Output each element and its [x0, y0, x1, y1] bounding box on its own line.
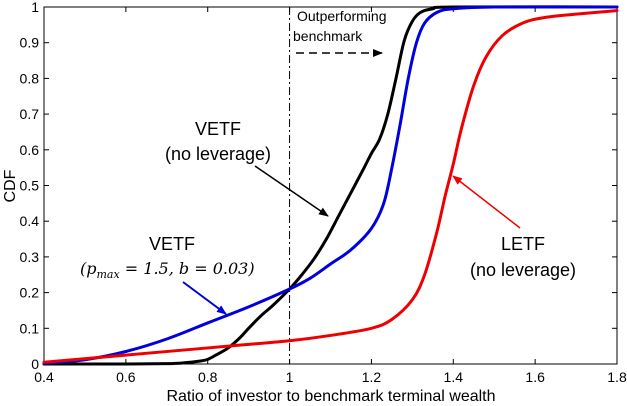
annotation-vetf-param-title: VETF — [149, 234, 195, 254]
y-tick-label: 0.2 — [20, 285, 40, 301]
y-tick-label: 0.4 — [20, 213, 40, 229]
letf-arrow — [452, 175, 521, 229]
annotation-outperforming-line1: Outperforming — [297, 8, 386, 24]
annotation-vetf-noleverage-title: VETF — [195, 119, 241, 139]
plot-frame — [43, 6, 618, 365]
y-tick-label: 0.1 — [20, 320, 40, 336]
x-axis-label: Ratio of investor to benchmark terminal … — [166, 388, 495, 405]
ticks: 0.4 0.6 0.8 1 1.2 1.4 1.6 1.8 0 0.1 0.2 0.3 0.4 0.5 0.… — [20, 0, 627, 385]
series-vetf-no-leverage-curve — [42, 5, 619, 366]
x-tick-label: 0.8 — [198, 369, 218, 385]
annotation-letf-title: LETF — [501, 234, 545, 254]
y-tick-label: 0.6 — [20, 142, 40, 158]
y-tick-label: 0.5 — [20, 178, 40, 194]
y-tick-label: 0.9 — [20, 35, 40, 51]
annotation-vetf-noleverage-sub: (no leverage) — [165, 144, 271, 164]
vetf-noleverage-arrow — [254, 165, 329, 217]
y-tick-label: 0.8 — [20, 70, 40, 86]
series-letf-curve — [42, 9, 619, 364]
y-tick-label: 1 — [31, 0, 39, 15]
vetf-param-arrow — [182, 281, 227, 315]
x-tick-label: 1.4 — [444, 369, 464, 385]
x-tick-label: 1.8 — [607, 369, 627, 385]
x-tick-label: 1.6 — [525, 369, 545, 385]
series-vetf-param-curve — [42, 5, 619, 365]
y-tick-label: 0.3 — [20, 249, 40, 265]
annotation-outperforming-line2: benchmark — [293, 28, 363, 44]
x-tick-label: 0.6 — [116, 369, 136, 385]
annotations: Outperforming benchmark VETF (no leverag… — [80, 8, 576, 281]
x-tick-label: 1.2 — [362, 369, 382, 385]
y-axis-label: CDF — [2, 169, 19, 202]
y-tick-label: 0 — [31, 356, 39, 372]
annotation-arrows — [182, 49, 521, 315]
annotation-vetf-param-formula: (pmax = 1.5, b = 0.03) — [80, 259, 255, 281]
axes — [43, 6, 618, 365]
x-tick-label: 0.4 — [34, 369, 54, 385]
series — [42, 5, 619, 366]
annotation-letf-sub: (no leverage) — [470, 260, 576, 280]
x-tick-label: 1 — [286, 369, 294, 385]
y-tick-label: 0.7 — [20, 106, 40, 122]
